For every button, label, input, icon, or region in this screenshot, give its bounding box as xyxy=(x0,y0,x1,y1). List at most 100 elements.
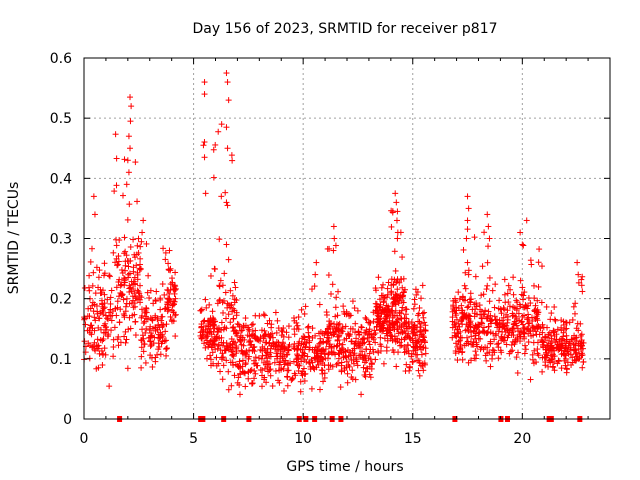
data-point xyxy=(251,367,258,374)
data-point xyxy=(513,297,520,304)
data-point xyxy=(88,245,95,252)
data-point xyxy=(342,352,349,359)
data-point xyxy=(135,249,142,256)
x-tick-labels: 0 5 10 15 20 xyxy=(80,431,532,447)
data-point xyxy=(141,340,148,347)
data-point xyxy=(523,217,530,224)
data-point xyxy=(378,323,385,330)
data-point xyxy=(238,347,245,354)
data-point xyxy=(224,300,231,307)
data-point xyxy=(95,324,102,331)
data-point xyxy=(384,285,391,292)
data-point xyxy=(124,216,131,223)
data-point xyxy=(236,323,243,330)
data-point xyxy=(527,376,534,383)
data-point xyxy=(98,297,105,304)
data-point xyxy=(249,321,256,328)
data-point xyxy=(239,357,246,364)
data-point xyxy=(231,372,238,379)
data-point xyxy=(305,323,312,330)
data-point xyxy=(319,370,326,377)
data-point xyxy=(225,256,232,263)
data-point xyxy=(575,279,582,286)
data-point xyxy=(452,350,459,357)
data-point xyxy=(248,380,255,387)
data-point xyxy=(473,311,480,318)
data-point xyxy=(358,324,365,331)
data-point xyxy=(318,348,325,355)
data-point xyxy=(320,378,327,385)
data-point xyxy=(357,344,364,351)
data-point xyxy=(460,246,467,253)
data-point xyxy=(217,277,224,284)
data-point xyxy=(138,344,145,351)
data-point xyxy=(97,337,104,344)
data-point xyxy=(316,386,323,393)
data-point xyxy=(271,359,278,366)
data-point xyxy=(330,223,337,230)
data-point xyxy=(555,357,562,364)
data-point xyxy=(549,345,556,352)
data-point xyxy=(114,261,121,268)
data-point xyxy=(530,332,537,339)
data-point xyxy=(542,346,549,353)
data-point xyxy=(214,345,221,352)
data-point xyxy=(261,327,268,334)
data-point xyxy=(101,260,108,267)
data-point xyxy=(390,321,397,328)
data-point xyxy=(214,325,221,332)
data-point xyxy=(380,360,387,367)
data-point xyxy=(368,334,375,341)
data-point xyxy=(116,293,123,300)
data-point xyxy=(496,297,503,304)
data-point xyxy=(146,294,153,301)
data-point xyxy=(519,284,526,291)
data-point xyxy=(328,343,335,350)
data-point xyxy=(302,370,309,377)
data-point xyxy=(349,376,356,383)
data-point xyxy=(123,181,130,188)
data-point xyxy=(365,319,372,326)
data-point xyxy=(101,345,108,352)
data-point xyxy=(449,334,456,341)
data-point xyxy=(126,289,133,296)
data-point xyxy=(101,270,108,277)
data-point xyxy=(481,311,488,318)
data-point xyxy=(361,372,368,379)
data-point xyxy=(391,326,398,333)
data-point xyxy=(242,370,249,377)
data-point xyxy=(231,299,238,306)
data-point xyxy=(335,333,342,340)
data-point xyxy=(393,363,400,370)
data-point xyxy=(253,362,260,369)
data-point xyxy=(525,320,532,327)
data-point xyxy=(224,145,231,152)
data-point xyxy=(338,327,345,334)
data-point xyxy=(126,300,133,307)
data-point xyxy=(95,274,102,281)
data-point xyxy=(534,346,541,353)
data-point xyxy=(472,348,479,355)
data-point xyxy=(420,314,427,321)
data-point xyxy=(316,340,323,347)
data-point xyxy=(204,355,211,362)
data-point xyxy=(405,350,412,357)
data-point xyxy=(358,323,365,330)
data-point xyxy=(395,330,402,337)
data-point xyxy=(291,331,298,338)
data-point xyxy=(414,344,421,351)
data-point xyxy=(466,296,473,303)
data-point xyxy=(110,343,117,350)
data-point xyxy=(397,292,404,299)
data-point xyxy=(388,276,395,283)
data-point xyxy=(284,373,291,380)
data-point xyxy=(308,385,315,392)
data-point xyxy=(394,286,401,293)
data-point xyxy=(235,363,242,370)
data-point xyxy=(412,332,419,339)
data-point xyxy=(543,303,550,310)
data-point xyxy=(89,282,96,289)
data-point xyxy=(122,328,129,335)
data-point xyxy=(239,327,246,334)
data-point xyxy=(317,353,324,360)
